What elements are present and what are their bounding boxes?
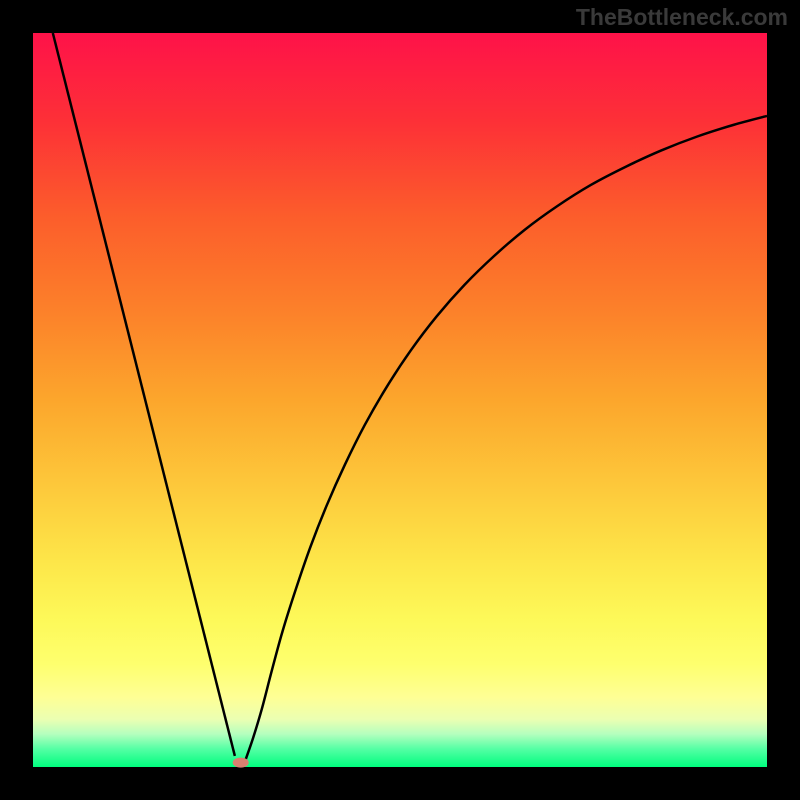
curve-left-branch xyxy=(53,33,235,756)
attribution-label: TheBottleneck.com xyxy=(576,4,788,31)
curve-right-branch xyxy=(246,116,767,759)
plot-area xyxy=(33,33,767,767)
bottleneck-curve xyxy=(33,33,767,767)
minimum-marker xyxy=(233,758,249,768)
